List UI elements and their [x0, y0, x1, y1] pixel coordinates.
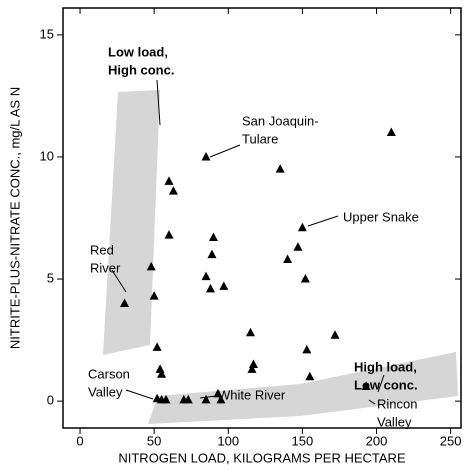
annotation: Valley	[88, 384, 123, 399]
annotation: Upper Snake	[343, 209, 419, 224]
annotation: Tulare	[242, 131, 278, 146]
point	[302, 344, 312, 354]
leader	[377, 374, 385, 393]
y-tick-label: 10	[40, 148, 54, 163]
y-tick-label: 15	[40, 26, 54, 41]
x-axis-label: NITROGEN LOAD, KILOGRAMS PER HECTARE	[118, 450, 406, 465]
annotation: High conc.	[108, 62, 174, 77]
point	[208, 232, 218, 242]
annotation: Low load,	[108, 44, 168, 59]
x-tick-label: 250	[440, 433, 462, 448]
annotation: Red	[90, 242, 114, 257]
leader	[199, 395, 217, 399]
annotation: San Joaquin-	[242, 113, 319, 128]
point	[155, 364, 165, 373]
point	[201, 151, 211, 161]
point	[164, 230, 174, 239]
point	[201, 394, 211, 404]
point	[247, 364, 257, 373]
leader	[156, 79, 161, 126]
x-tick-label: 200	[366, 433, 388, 448]
point	[297, 222, 307, 232]
point	[216, 394, 226, 404]
point	[386, 127, 396, 137]
point	[305, 371, 315, 381]
x-tick-label: 50	[147, 433, 161, 448]
shaded-region	[103, 90, 160, 355]
x-tick-label: 150	[292, 433, 314, 448]
annotation: Low conc.	[354, 377, 418, 392]
point	[164, 176, 174, 185]
point	[293, 242, 303, 251]
y-tick-label: 5	[47, 270, 54, 285]
point	[152, 342, 162, 351]
point	[168, 186, 178, 195]
point	[219, 281, 229, 290]
point	[183, 394, 193, 404]
leader	[209, 144, 241, 158]
shaded-region	[148, 352, 458, 424]
point	[246, 327, 256, 337]
leader	[125, 389, 154, 400]
point	[146, 261, 156, 271]
y-axis-label: NITRITE-PLUS-NITRATE CONC., mg/L AS N	[7, 87, 22, 349]
point	[207, 249, 217, 259]
annotation: Carson	[88, 366, 130, 381]
point	[149, 291, 159, 300]
point	[330, 330, 340, 339]
point	[120, 298, 130, 307]
point	[361, 381, 371, 390]
leaders	[111, 79, 385, 405]
point	[201, 271, 211, 281]
annotation: Valley	[377, 414, 412, 429]
leader	[307, 215, 339, 227]
x-tick-label: 0	[76, 433, 83, 448]
point	[213, 388, 223, 398]
point	[205, 283, 215, 293]
point	[275, 164, 285, 173]
plot-frame	[62, 7, 462, 429]
y-tick-label: 0	[47, 393, 54, 408]
point	[157, 369, 167, 378]
point	[161, 394, 171, 404]
point	[248, 359, 258, 369]
annotation: High load,	[354, 359, 417, 374]
annotation: White River	[218, 387, 286, 402]
point	[300, 274, 310, 283]
leader	[111, 269, 127, 293]
point	[283, 254, 293, 264]
x-tick-label: 100	[217, 433, 239, 448]
annotation: Rincon	[377, 396, 417, 411]
leader	[368, 399, 376, 405]
annotation: River	[90, 260, 121, 275]
